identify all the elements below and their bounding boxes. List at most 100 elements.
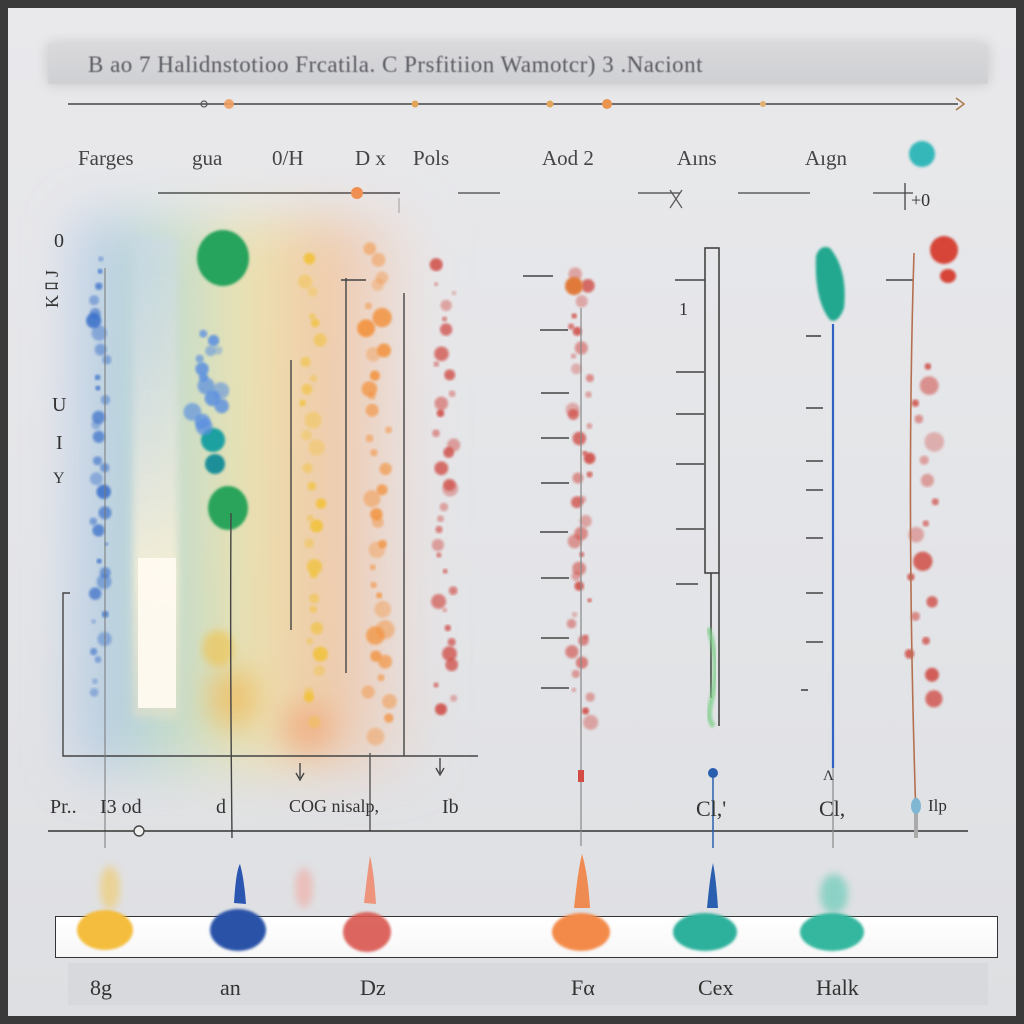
particle-dot: [89, 517, 98, 526]
axis-label-3: U: [52, 394, 67, 416]
particle-dot: [366, 727, 385, 746]
particle-dot: [433, 682, 439, 688]
spectrum-glow: [78, 218, 418, 768]
particle-dot: [363, 242, 377, 256]
particle-dot: [572, 472, 584, 484]
particle-dot: [95, 385, 101, 391]
particle-dot: [374, 600, 392, 618]
particle-dot: [95, 282, 103, 290]
particle-dot: [96, 574, 112, 590]
header-label-3: 0/H: [272, 146, 304, 170]
particle-dot: [586, 423, 593, 429]
particle-dot: [301, 429, 312, 441]
particle-dot: [442, 607, 448, 613]
particle-dot: [434, 396, 449, 411]
middle-label-7: Cl,: [819, 796, 846, 821]
particle-dot: [904, 649, 915, 659]
particle-dot: [361, 685, 375, 699]
particle-dot: [304, 538, 314, 549]
particle-dot: [214, 398, 229, 414]
particle-dot: [309, 374, 317, 382]
header-label-1: Farges: [78, 146, 134, 170]
particle-dot: [369, 564, 376, 571]
particle-dot: [442, 568, 448, 574]
particle-dot: [922, 636, 930, 645]
particle-dot: [571, 687, 577, 693]
particle-dot: [199, 329, 208, 338]
particle-dot: [309, 313, 316, 320]
particle-dot: [313, 333, 327, 347]
particle-dot: [583, 452, 596, 465]
particle-dot: [384, 713, 394, 723]
particle-dot: [583, 714, 599, 730]
particle-dot: [567, 323, 575, 330]
particle-dot: [366, 626, 385, 645]
particle-dot: [89, 688, 99, 697]
particle-dot: [307, 481, 317, 491]
particle-dot: [920, 473, 935, 487]
particle-dot: [378, 654, 393, 669]
bottom-drops: [77, 854, 864, 952]
middle-label-8: Ilp: [928, 796, 947, 815]
particle-dot: [442, 646, 457, 662]
particle-dot: [914, 414, 924, 424]
axis-label-4: I: [56, 432, 63, 454]
axis-label-5: Y: [53, 470, 65, 487]
particle-dot: [586, 471, 593, 478]
bottom-label-2: an: [220, 975, 241, 1000]
particle-dot: [197, 377, 215, 395]
particle-dot: [574, 581, 584, 591]
header-label-6: Aod 2: [542, 146, 594, 170]
particle-dot: [372, 307, 392, 328]
particle-dot: [570, 353, 577, 359]
particle-dot: [357, 319, 375, 338]
particle-dot: [303, 692, 315, 703]
bottom-label-6: Halk: [816, 975, 859, 1000]
particle-dot: [908, 526, 924, 543]
bottom-label-3: Dz: [360, 975, 386, 1000]
diagram-title: B ao 7 Halidnstotioo Frcatila. C Prsfiti…: [88, 52, 704, 77]
particle-dot: [434, 461, 449, 476]
particle-dot: [566, 618, 577, 629]
particle-dot: [435, 703, 447, 716]
particle-dot: [370, 581, 377, 589]
particle-dot: [315, 498, 327, 509]
particle-dot: [567, 409, 579, 420]
particle-dot: [372, 516, 384, 528]
particle-dot: [96, 558, 102, 564]
particle-dot: [306, 514, 314, 522]
scale-bar: [523, 247, 921, 848]
particle-dot: [441, 316, 448, 322]
particle-dot: [581, 279, 595, 293]
particle-dot: [98, 256, 104, 262]
particle-dot: [195, 354, 204, 363]
particle-dot: [91, 325, 107, 341]
particle-dot: [309, 593, 320, 604]
axis-label-6: 1: [679, 299, 688, 319]
particle-dot: [435, 525, 443, 534]
particle-dot: [922, 520, 929, 527]
particle-dot: [567, 534, 582, 549]
particle-dot: [91, 420, 101, 430]
particle-dot: [578, 635, 589, 646]
particle-dot: [436, 409, 445, 418]
header-label-7: Aıns: [677, 146, 717, 170]
particle-dot: [90, 647, 98, 656]
particle-dot: [298, 274, 313, 289]
particle-dot: [304, 411, 322, 429]
particle-dot: [571, 313, 577, 319]
middle-label-3: d: [216, 796, 226, 818]
particle-dot: [925, 667, 939, 682]
particle-dot: [368, 541, 386, 559]
particle-dot: [313, 665, 325, 677]
secondary-header-line: [158, 183, 913, 213]
particle-dot: [450, 694, 458, 702]
particle-dot: [437, 515, 444, 523]
middle-label-4: COG nisalp,: [289, 796, 379, 816]
particle-dot: [436, 552, 442, 558]
column-heads: [705, 236, 958, 728]
particle-dot: [379, 462, 392, 476]
particle-dot: [368, 392, 376, 400]
particle-dot: [89, 587, 102, 600]
particle-dot: [571, 669, 581, 679]
